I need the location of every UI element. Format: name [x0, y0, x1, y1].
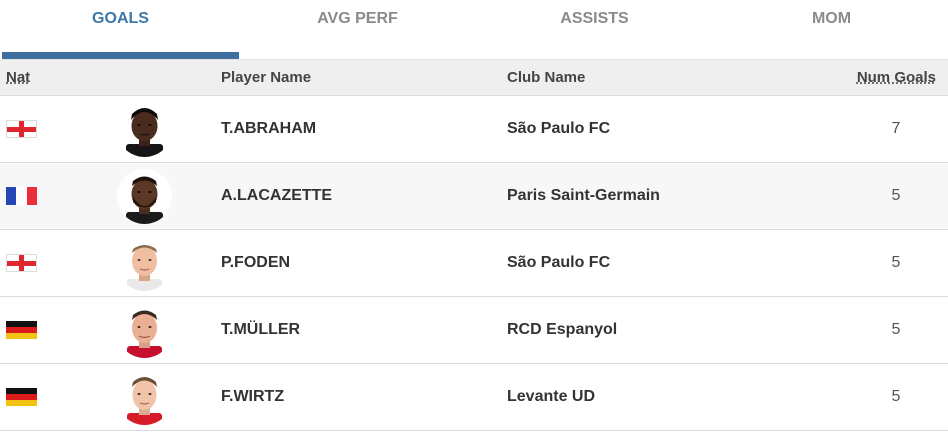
tab-assists[interactable]: ASSISTS — [560, 10, 629, 27]
player-name[interactable]: T.ABRAHAM — [221, 120, 317, 137]
player-avatar — [117, 169, 172, 224]
player-avatar — [117, 370, 172, 425]
france-flag-icon — [6, 187, 37, 205]
player-name[interactable]: A.LACAZETTE — [221, 187, 333, 204]
header-nat[interactable]: Nat — [6, 69, 31, 86]
goals-count: 7 — [891, 120, 901, 137]
goals-count: 5 — [891, 187, 901, 204]
england-flag-icon — [6, 254, 37, 272]
active-tab-indicator — [2, 52, 239, 59]
table-row[interactable]: A.LACAZETTE Paris Saint-Germain 5 — [0, 163, 948, 230]
goals-count: 5 — [891, 321, 901, 338]
table-row[interactable]: T.MÜLLER RCD Espanyol 5 — [0, 297, 948, 364]
england-flag-icon — [6, 120, 37, 138]
goals-count: 5 — [891, 388, 901, 405]
tab-avg-perf[interactable]: AVG PERF — [317, 10, 398, 27]
club-name[interactable]: RCD Espanyol — [507, 321, 618, 338]
player-name[interactable]: T.MÜLLER — [221, 321, 301, 338]
player-avatar — [117, 102, 172, 157]
player-avatar — [117, 236, 172, 291]
club-name[interactable]: Levante UD — [507, 388, 596, 405]
club-name[interactable]: São Paulo FC — [507, 120, 611, 137]
goals-count: 5 — [891, 254, 901, 271]
player-name[interactable]: P.FODEN — [221, 254, 291, 271]
player-avatar — [117, 303, 172, 358]
table-row[interactable]: T.ABRAHAM São Paulo FC 7 — [0, 96, 948, 163]
tab-goals[interactable]: GOALS — [92, 10, 149, 27]
player-name[interactable]: F.WIRTZ — [221, 388, 285, 405]
header-num-goals[interactable]: Num Goals — [856, 69, 936, 86]
germany-flag-icon — [6, 388, 37, 406]
table-row[interactable]: P.FODEN São Paulo FC 5 — [0, 230, 948, 297]
header-player-name[interactable]: Player Name — [221, 69, 312, 86]
germany-flag-icon — [6, 321, 37, 339]
club-name[interactable]: Paris Saint-Germain — [507, 187, 660, 204]
stats-tab-bar: GOALS AVG PERF ASSISTS MOM — [0, 0, 948, 60]
tab-mom[interactable]: MOM — [811, 10, 852, 27]
table-row[interactable]: F.WIRTZ Levante UD 5 — [0, 364, 948, 431]
table-header: Nat Player Name Club Name Num Goals — [0, 60, 948, 96]
club-name[interactable]: São Paulo FC — [507, 254, 611, 271]
header-club-name[interactable]: Club Name — [507, 69, 586, 86]
